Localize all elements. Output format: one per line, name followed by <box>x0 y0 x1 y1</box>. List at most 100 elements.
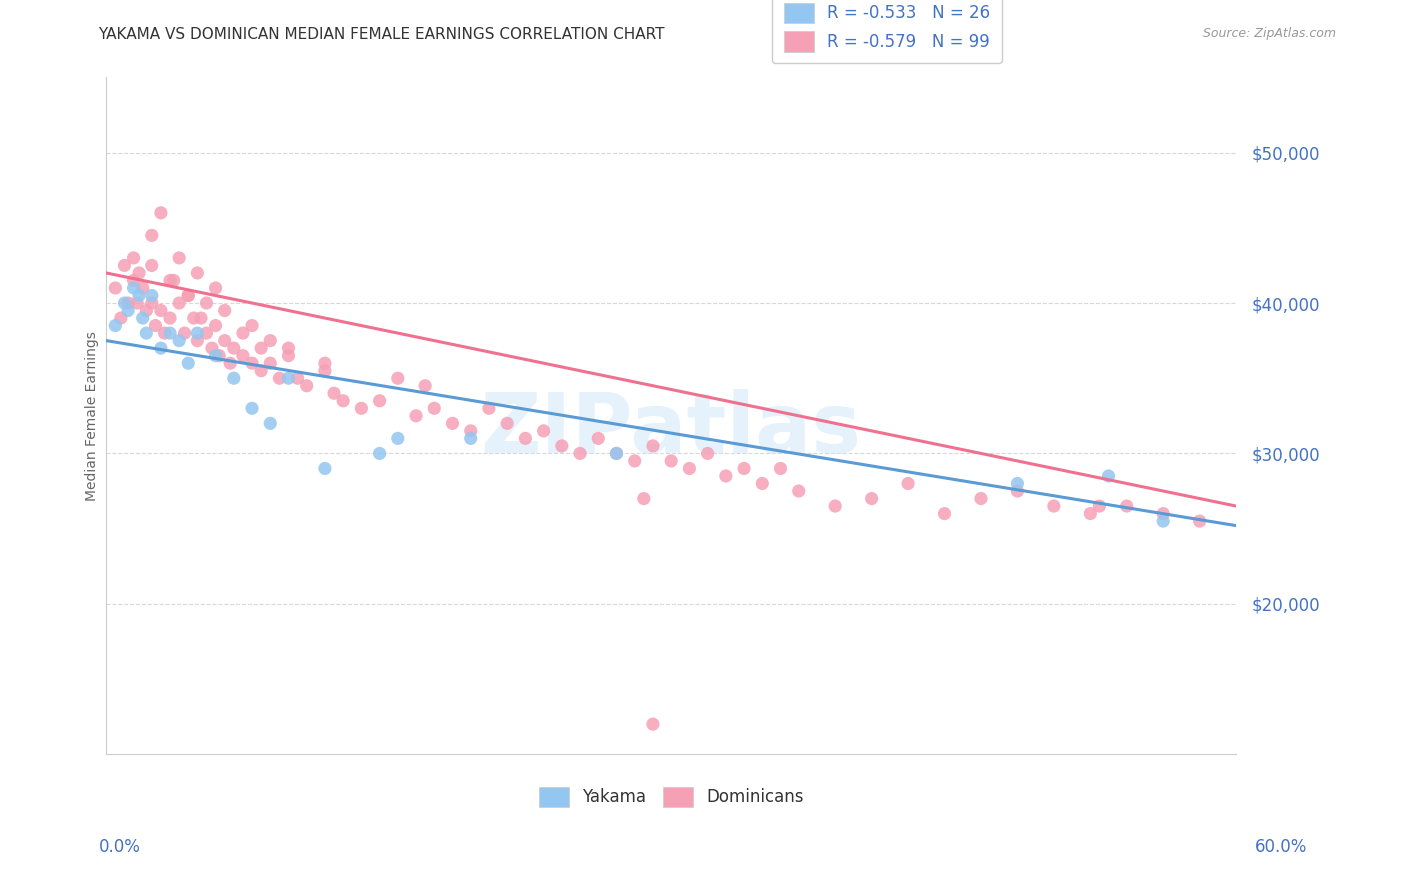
Point <box>214 303 236 318</box>
Point <box>190 311 212 326</box>
Point <box>159 326 181 340</box>
Point <box>413 378 436 392</box>
Point <box>323 386 346 401</box>
Point <box>240 318 263 333</box>
Point <box>149 206 172 220</box>
Point <box>195 296 218 310</box>
Point <box>314 356 336 370</box>
Point <box>167 296 190 310</box>
Point <box>295 378 318 392</box>
Point <box>1007 476 1029 491</box>
Point <box>633 491 655 506</box>
Point <box>733 461 755 475</box>
Point <box>222 341 245 355</box>
Point <box>167 251 190 265</box>
Point <box>177 288 200 302</box>
Point <box>714 469 737 483</box>
Point <box>173 326 195 340</box>
Point <box>114 296 136 310</box>
Point <box>641 717 664 731</box>
Point <box>387 371 409 385</box>
Point <box>153 326 176 340</box>
Point <box>259 356 281 370</box>
Point <box>240 401 263 416</box>
Text: 0.0%: 0.0% <box>98 838 141 856</box>
Point <box>460 431 482 445</box>
Point <box>104 318 127 333</box>
Point <box>128 266 150 280</box>
Point <box>350 401 373 416</box>
Point <box>114 259 136 273</box>
Point <box>145 318 167 333</box>
Point <box>824 499 846 513</box>
Point <box>551 439 574 453</box>
Point <box>141 288 163 302</box>
Point <box>641 439 664 453</box>
Point <box>1078 507 1101 521</box>
Point <box>569 446 592 460</box>
Point <box>117 296 139 310</box>
Point <box>104 281 127 295</box>
Point <box>787 483 810 498</box>
Point <box>259 417 281 431</box>
Point <box>1097 469 1119 483</box>
Point <box>117 303 139 318</box>
Point <box>368 393 391 408</box>
Point <box>277 349 299 363</box>
Point <box>149 303 172 318</box>
Point <box>678 461 700 475</box>
Legend: Yakama, Dominicans: Yakama, Dominicans <box>531 780 810 814</box>
Point <box>751 476 773 491</box>
Point <box>177 288 200 302</box>
Point <box>122 281 145 295</box>
Point <box>195 326 218 340</box>
Point <box>496 417 519 431</box>
Point <box>141 228 163 243</box>
Point <box>387 431 409 445</box>
Point <box>269 371 291 385</box>
Point <box>135 326 157 340</box>
Point <box>287 371 309 385</box>
Point <box>186 266 208 280</box>
Point <box>183 311 205 326</box>
Point <box>201 341 224 355</box>
Point <box>122 251 145 265</box>
Point <box>605 446 627 460</box>
Point <box>135 303 157 318</box>
Point <box>696 446 718 460</box>
Point <box>623 454 645 468</box>
Point <box>1043 499 1066 513</box>
Point <box>588 431 610 445</box>
Point <box>163 273 186 287</box>
Point <box>405 409 427 423</box>
Point <box>149 341 172 355</box>
Point <box>533 424 555 438</box>
Point <box>131 311 153 326</box>
Point <box>659 454 682 468</box>
Point <box>605 446 627 460</box>
Point <box>250 341 273 355</box>
Point <box>277 341 299 355</box>
Point <box>159 273 181 287</box>
Point <box>934 507 956 521</box>
Point <box>1088 499 1111 513</box>
Point <box>259 334 281 348</box>
Text: 60.0%: 60.0% <box>1256 838 1308 856</box>
Point <box>204 349 226 363</box>
Text: YAKAMA VS DOMINICAN MEDIAN FEMALE EARNINGS CORRELATION CHART: YAKAMA VS DOMINICAN MEDIAN FEMALE EARNIN… <box>98 27 665 42</box>
Point <box>769 461 792 475</box>
Point <box>186 326 208 340</box>
Point <box>232 326 254 340</box>
Point <box>314 461 336 475</box>
Y-axis label: Median Female Earnings: Median Female Earnings <box>86 331 100 500</box>
Point <box>368 446 391 460</box>
Point <box>1152 507 1174 521</box>
Point <box>423 401 446 416</box>
Point <box>1007 483 1029 498</box>
Point <box>1115 499 1137 513</box>
Point <box>159 311 181 326</box>
Point <box>222 371 245 385</box>
Point <box>314 364 336 378</box>
Point <box>860 491 883 506</box>
Point <box>214 334 236 348</box>
